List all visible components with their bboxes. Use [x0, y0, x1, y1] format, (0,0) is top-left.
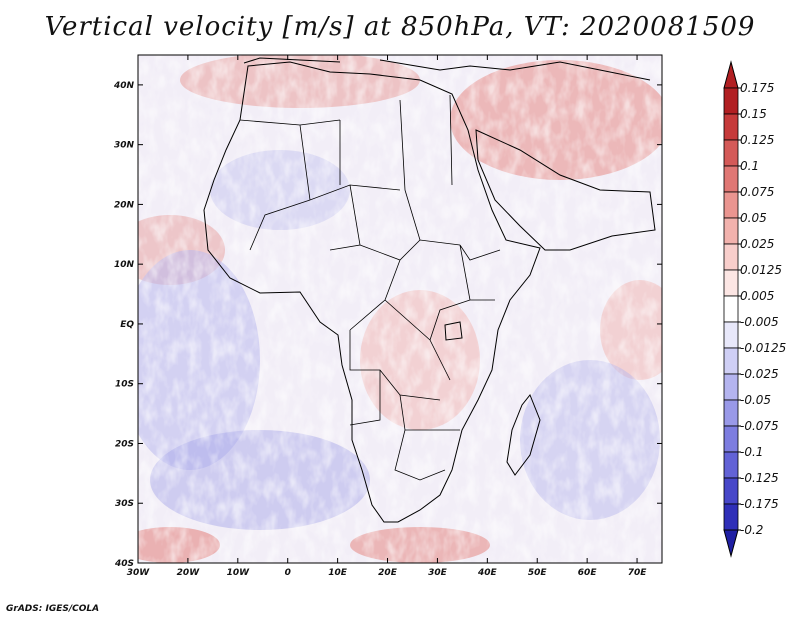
- colorbar-segment: [723, 191, 739, 219]
- colorbar-segment: [723, 399, 739, 427]
- europe-coastline: [243, 57, 651, 81]
- lat-tick-label: 20S: [115, 439, 134, 449]
- credit-label: GrADS: IGES/COLA: [6, 604, 100, 614]
- chart-title: Vertical velocity [m/s] at 850hPa, VT: 2…: [44, 12, 756, 42]
- colorbar-segment: [723, 477, 739, 505]
- colorbar-segment: [723, 269, 739, 297]
- latitude-axis: 40N 30N 20N 10N EQ 10S 20S 30S 40S: [113, 81, 662, 569]
- arabia-coastline: [475, 129, 656, 251]
- lat-tick-label: 40N: [113, 81, 135, 91]
- colorbar-label: -0.2: [740, 523, 763, 537]
- field-texture: [138, 55, 662, 563]
- colorbar: 0.175 0.15 0.125 0.1 0.075 0.05 0.025 0.0125 0.0…: [723, 60, 786, 558]
- lon-tick-label: 60E: [578, 568, 598, 578]
- lon-tick-label: 10E: [328, 568, 348, 578]
- colorbar-segment: [723, 243, 739, 271]
- lake-victoria: [444, 321, 463, 341]
- plot-frame: [137, 54, 663, 564]
- lon-tick-label: 30E: [428, 568, 448, 578]
- colorbar-segment: [723, 165, 739, 193]
- lat-tick-label: EQ: [120, 320, 134, 330]
- velocity-field: [138, 55, 662, 563]
- colorbar-label: 0.05: [740, 211, 767, 225]
- lon-tick-label: 0: [285, 568, 291, 578]
- colorbar-segment: [723, 373, 739, 401]
- colorbar-label: -0.125: [740, 471, 779, 485]
- colorbar-label: -0.025: [740, 367, 779, 381]
- lon-tick-label: 10W: [227, 568, 251, 578]
- colorbar-segment: [723, 347, 739, 375]
- colorbar-segment: [723, 217, 739, 245]
- lat-tick-label: 30N: [114, 141, 135, 151]
- lon-tick-label: 70E: [628, 568, 648, 578]
- colorbar-label: 0.1: [740, 159, 759, 173]
- colorbar-label: 0.025: [740, 237, 774, 251]
- lon-tick-label: 20W: [177, 568, 201, 578]
- africa-coastline: [203, 61, 541, 523]
- country-borders: [239, 94, 501, 481]
- lat-tick-label: 30S: [115, 499, 134, 509]
- madagascar-coastline: [506, 394, 541, 476]
- colorbar-label: -0.05: [740, 393, 771, 407]
- lat-tick-label: 10S: [115, 380, 134, 390]
- colorbar-bottom-arrow: [723, 529, 739, 558]
- colorbar-segment: [723, 295, 739, 323]
- lat-tick-label: 40S: [114, 559, 134, 569]
- lon-tick-label: 50E: [528, 568, 548, 578]
- map-outlines: [203, 57, 656, 523]
- colorbar-label: 0.005: [740, 289, 774, 303]
- colorbar-segment: [723, 87, 739, 115]
- lon-tick-label: 20E: [378, 568, 398, 578]
- colorbar-label: -0.1: [740, 445, 763, 459]
- colorbar-segment: [723, 113, 739, 141]
- lat-tick-label: 20N: [114, 200, 135, 210]
- lon-tick-label: 30W: [127, 568, 151, 578]
- colorbar-label: 0.125: [740, 133, 774, 147]
- colorbar-label: -0.075: [740, 419, 779, 433]
- lat-tick-label: 10N: [114, 260, 135, 270]
- longitude-axis: 30W 20W 10W 0 10E 20E 30E 40E 50E 60E 70E: [127, 55, 647, 578]
- colorbar-label: -0.005: [740, 315, 779, 329]
- colorbar-segment: [723, 321, 739, 349]
- colorbar-segment: [723, 139, 739, 167]
- colorbar-segment: [723, 425, 739, 453]
- lon-tick-label: 40E: [477, 568, 498, 578]
- colorbar-segment: [723, 503, 739, 531]
- colorbar-label: -0.175: [740, 497, 779, 511]
- colorbar-segment: [723, 451, 739, 479]
- colorbar-top-arrow: [723, 60, 739, 89]
- colorbar-label: 0.075: [740, 185, 774, 199]
- colorbar-label: 0.0125: [740, 263, 782, 277]
- colorbar-label: 0.15: [740, 107, 767, 121]
- colorbar-label: -0.0125: [740, 341, 786, 355]
- colorbar-label: 0.175: [740, 81, 774, 95]
